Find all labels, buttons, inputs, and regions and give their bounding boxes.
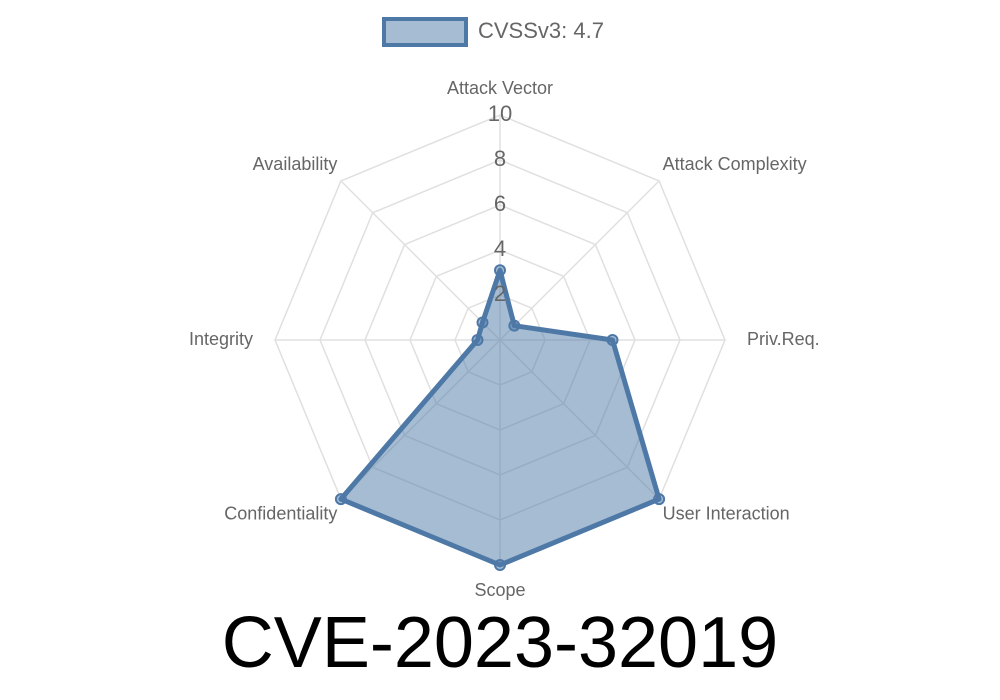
- data-point: [471, 334, 484, 346]
- axis-label: Attack Complexity: [663, 154, 807, 174]
- r-tick-label: 8: [494, 146, 506, 171]
- axis-label: User Interaction: [663, 503, 790, 523]
- data-point: [508, 319, 521, 332]
- data-point: [334, 493, 347, 506]
- axis-label: Scope: [474, 580, 525, 600]
- legend: CVSSv3: 4.7: [382, 17, 604, 47]
- legend-label: CVSSv3: 4.7: [478, 18, 604, 43]
- r-tick-label: 10: [488, 101, 512, 126]
- axis-label: Priv.Req.: [747, 329, 820, 349]
- axis-label: Integrity: [189, 329, 253, 349]
- r-tick-label: 6: [494, 191, 506, 216]
- data-point: [653, 493, 666, 506]
- data-point: [494, 264, 506, 277]
- legend-swatch: [382, 17, 468, 47]
- data-point: [476, 316, 489, 329]
- r-tick-label: 2: [494, 281, 506, 306]
- r-tick-label: 4: [494, 236, 506, 261]
- plot: 2 4 6 8 10: [334, 101, 666, 571]
- axis-label: Availability: [253, 154, 338, 174]
- spoke: [499, 180, 660, 341]
- data-point: [494, 559, 506, 571]
- spoke: [340, 180, 501, 341]
- chart-title: CVE-2023-32019: [222, 603, 778, 683]
- axis-label: Confidentiality: [224, 503, 337, 523]
- axis-label: Attack Vector: [447, 78, 553, 98]
- data-point: [606, 334, 619, 346]
